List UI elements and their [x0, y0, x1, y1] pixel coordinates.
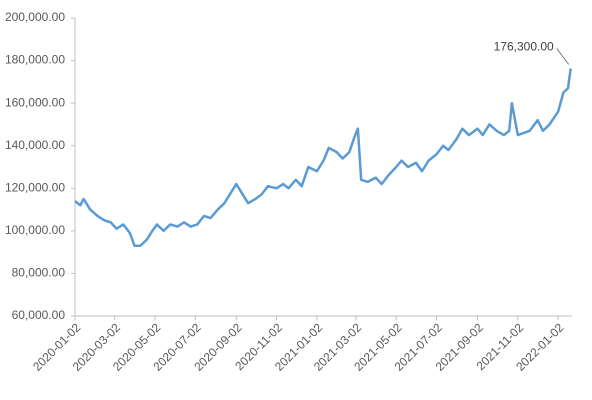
y-tick-label: 140,000.00 [5, 138, 65, 152]
y-tick-label: 180,000.00 [5, 53, 65, 67]
y-tick-label: 80,000.00 [12, 266, 66, 280]
data-label: 176,300.00 [494, 40, 554, 54]
y-tick-label: 160,000.00 [5, 95, 65, 109]
annotation-leader [556, 48, 570, 65]
y-tick-label: 120,000.00 [5, 180, 65, 194]
y-tick-label: 60,000.00 [12, 308, 66, 322]
series-line [74, 68, 572, 248]
y-tick-label: 100,000.00 [5, 223, 65, 237]
y-tick-label: 200,000.00 [5, 10, 65, 24]
